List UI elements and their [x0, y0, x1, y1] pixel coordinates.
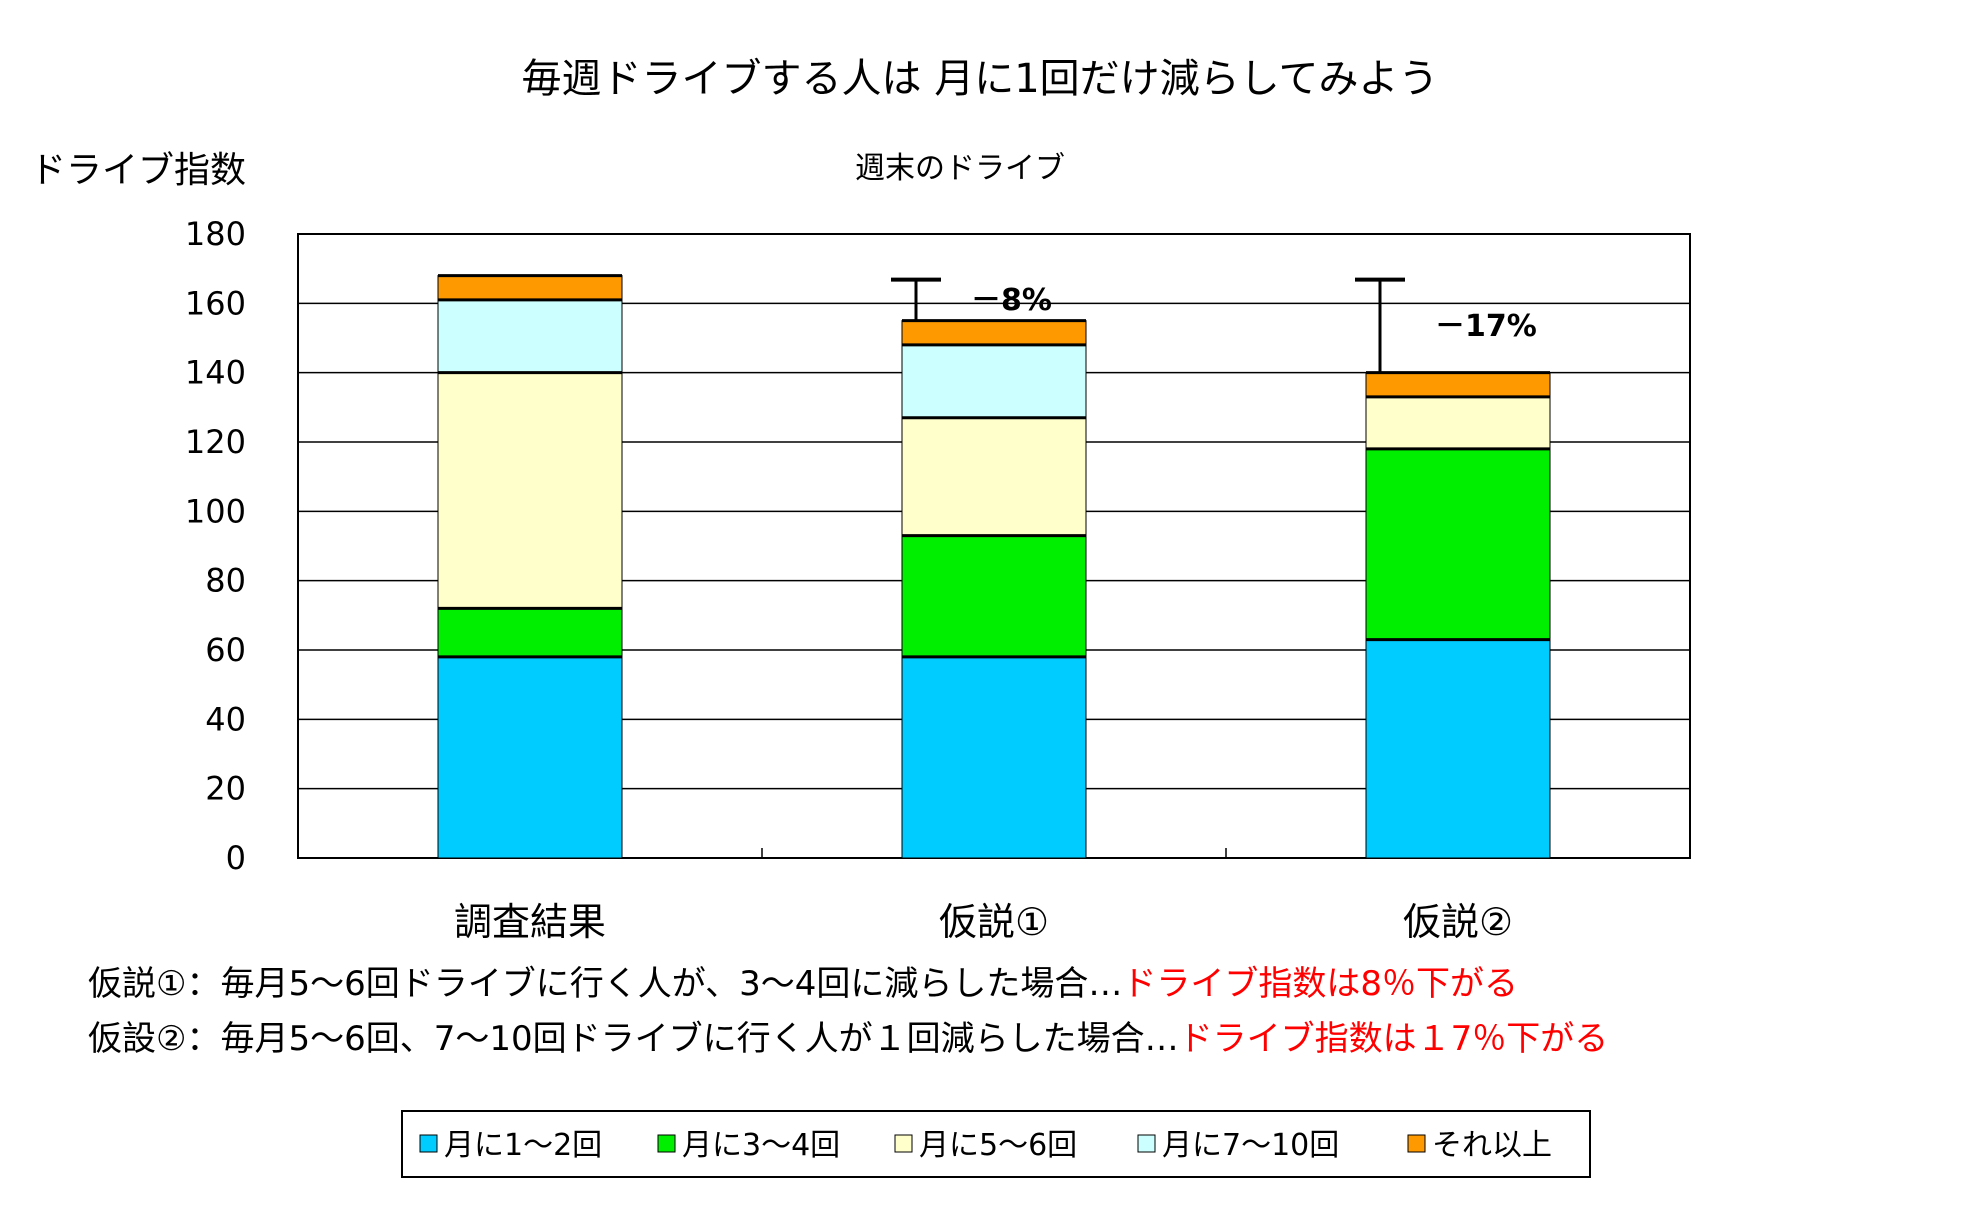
bar-segment	[901, 535, 1087, 658]
y-tick-label: 0	[226, 839, 246, 877]
x-tick-label: 仮説①	[939, 900, 1049, 944]
y-tick-label: 60	[205, 631, 246, 669]
y-tick-label: 120	[185, 423, 246, 461]
bar-segment	[901, 417, 1087, 537]
y-tick-label: 160	[185, 284, 246, 322]
bar-segment	[1365, 396, 1551, 450]
legend-swatch	[657, 1134, 676, 1153]
legend: 月に1～2回 月に3～4回 月に5～6回 月に7～10回 それ以上	[401, 1110, 1591, 1178]
bar-segment	[901, 344, 1087, 419]
x-tick-label: 仮説②	[1403, 900, 1513, 944]
bar-segment	[901, 656, 1087, 859]
bar-segment	[1365, 448, 1551, 641]
y-tick-label: 40	[205, 700, 246, 738]
note-highlight: ドライブ指数は１7％下がる	[1179, 1019, 1609, 1059]
legend-label: 月に5～6回	[919, 1128, 1077, 1163]
legend-label: 月に1～2回	[444, 1128, 602, 1163]
legend-label: 月に7～10回	[1162, 1128, 1339, 1163]
y-tick-label: 20	[205, 770, 246, 808]
legend-swatch	[894, 1134, 913, 1153]
legend-label: それ以上	[1432, 1128, 1552, 1163]
y-tick-label: 80	[205, 562, 246, 600]
legend-swatch	[1137, 1134, 1156, 1153]
bar-segment	[437, 607, 623, 658]
legend-box	[401, 1110, 1591, 1178]
legend-swatch	[1407, 1134, 1426, 1153]
chart-subtitle: 週末のドライブ	[855, 151, 1065, 186]
bar-segment	[437, 299, 623, 374]
bar-segment	[1365, 372, 1551, 398]
annotation-label: －8%	[971, 283, 1052, 318]
chart-title: 毎週ドライブする人は 月に1回だけ減らしてみよう	[522, 56, 1439, 102]
y-tick-label: 180	[185, 215, 246, 253]
note-text: 仮設②：毎月5～6回、7～10回ドライブに行く人が１回減らした場合…	[88, 1019, 1179, 1059]
bar-segment	[437, 656, 623, 859]
note-text: 仮説①：毎月5～6回ドライブに行く人が、3～4回に減らした場合…	[88, 964, 1122, 1004]
notes: 仮説①：毎月5～6回ドライブに行く人が、3～4回に減らした場合…ドライブ指数は8…	[88, 964, 1608, 1059]
bar-segment	[437, 275, 623, 301]
plot-area: 0 20 40 60 80 100 120 140 160 180 調査結果 仮説① 仮説② －8% －17…	[185, 215, 1691, 944]
legend-swatch	[419, 1134, 438, 1153]
note-line: 仮説①：毎月5～6回ドライブに行く人が、3～4回に減らした場合…ドライブ指数は8…	[88, 964, 1518, 1004]
note-highlight: ドライブ指数は8％下がる	[1122, 964, 1518, 1004]
y-tick-label: 140	[185, 354, 246, 392]
bar-segment	[1365, 639, 1551, 859]
y-axis-label: ドライブ指数	[30, 150, 246, 191]
bar-segment	[901, 320, 1087, 346]
x-tick-label: 調査結果	[454, 900, 606, 944]
bar-segment	[437, 372, 623, 609]
legend-label: 月に3～4回	[682, 1128, 840, 1163]
y-tick-label: 100	[185, 492, 246, 530]
annotation-label: －17%	[1435, 309, 1537, 344]
note-line: 仮設②：毎月5～6回、7～10回ドライブに行く人が１回減らした場合…ドライブ指数…	[88, 1019, 1608, 1059]
